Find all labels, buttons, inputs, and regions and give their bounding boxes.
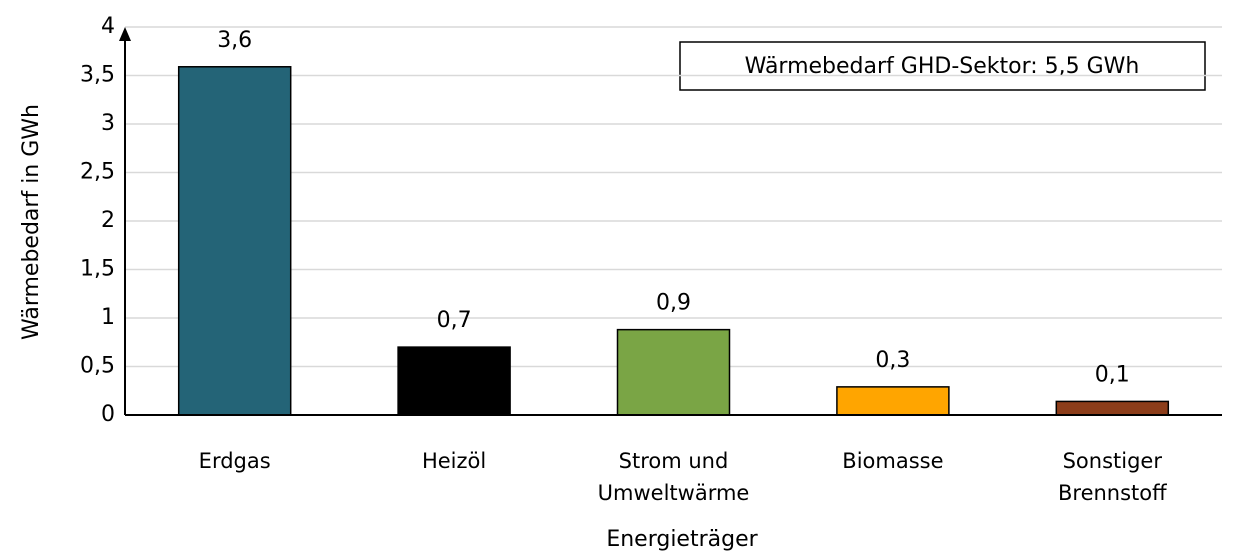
annotation-box [679,41,1206,91]
y-tick-label: 1,5 [80,257,115,282]
data-label: 3,6 [217,28,252,53]
bar [616,328,731,416]
y-tick-label: 3 [101,111,115,136]
y-tick-label: 4 [101,14,115,39]
y-tick-label: 3,5 [80,63,115,88]
bar [1055,400,1170,416]
bar [836,386,950,416]
y-tick-label: 2,5 [80,160,115,185]
bar [397,346,511,416]
x-tick-label: Heizöl [421,449,487,473]
bar [177,66,292,416]
data-label: 0,7 [437,308,472,333]
x-axis-label: Energieträger [606,527,758,552]
x-tick-label: Strom und Umweltwärme [597,449,750,505]
y-tick-label: 2 [101,208,115,233]
x-tick-label: Erdgas [198,449,271,473]
y-tick-label: 0 [101,402,115,427]
y-tick-label: 1 [101,305,115,330]
data-label: 0,3 [875,348,910,373]
y-tick-label: 0,5 [80,354,115,379]
x-tick-label: Biomasse [842,449,944,473]
x-tick-label: Sonstiger Brennstoff [1057,449,1167,505]
y-axis-label: Wärmebedarf in GWh [19,104,44,340]
data-label: 0,1 [1095,362,1130,387]
y-axis-arrow [119,27,131,41]
data-label: 0,9 [656,291,691,316]
